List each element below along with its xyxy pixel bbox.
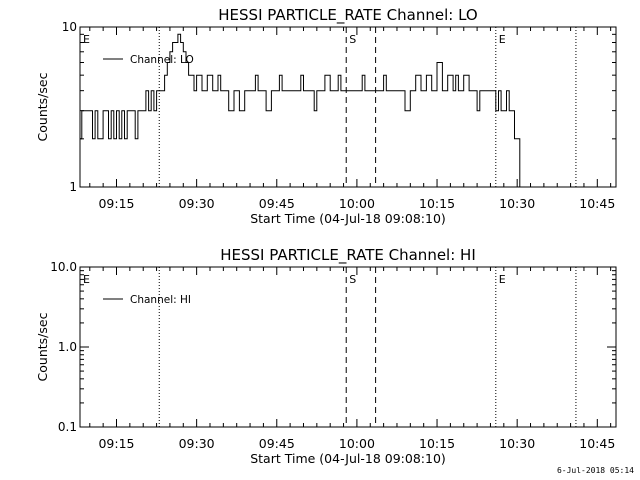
x-tick-label: 10:00 bbox=[339, 436, 375, 451]
y-tick-label: 0.1 bbox=[58, 420, 77, 434]
marker-label: E bbox=[499, 33, 506, 46]
x-tick-label: 10:15 bbox=[419, 196, 455, 211]
chart-title: HESSI PARTICLE_RATE Channel: HI bbox=[220, 246, 476, 265]
x-tick-label: 10:00 bbox=[339, 196, 375, 211]
chart-2: HESSI PARTICLE_RATE Channel: HI 09:15 09:3… bbox=[35, 246, 617, 466]
legend-label: Channel: LO bbox=[130, 54, 194, 66]
marker-label: S bbox=[349, 33, 356, 46]
x-axis-label: Start Time (04-Jul-18 09:08:10) bbox=[250, 451, 446, 466]
x-tick-label: 09:45 bbox=[259, 196, 295, 211]
y-axis-label: Counts/sec bbox=[35, 72, 50, 141]
series-line-1 bbox=[80, 33, 571, 187]
chart-title: HESSI PARTICLE_RATE Channel: LO bbox=[218, 6, 477, 25]
plot-frame bbox=[79, 266, 617, 428]
x-tick-label: 09:30 bbox=[179, 196, 215, 211]
x-tick-label: 10:45 bbox=[579, 196, 615, 211]
x-tick-label: 10:30 bbox=[499, 196, 535, 211]
chart-1: HESSI PARTICLE_RATE Channel: LO 09:15 09:3… bbox=[35, 6, 617, 226]
generated-timestamp: 6-Jul-2018 05:14 bbox=[556, 466, 634, 475]
marker-label: E bbox=[499, 273, 506, 286]
x-tick-label: 10:15 bbox=[419, 436, 455, 451]
x-tick-label: 10:30 bbox=[499, 436, 535, 451]
marker-label: S bbox=[349, 273, 356, 286]
y-tick-label: 10.0 bbox=[50, 260, 77, 274]
y-axis-label: Counts/sec bbox=[35, 312, 50, 381]
x-axis-label: Start Time (04-Jul-18 09:08:10) bbox=[250, 211, 446, 226]
y-tick-label: 1.0 bbox=[58, 340, 77, 354]
plot-frame bbox=[79, 26, 617, 188]
x-tick-label: 09:45 bbox=[259, 436, 295, 451]
y-tick-label: 10 bbox=[62, 20, 77, 34]
x-tick-label: 10:45 bbox=[579, 436, 615, 451]
y-tick-label: 1 bbox=[69, 180, 77, 194]
marker-label: E bbox=[83, 33, 90, 46]
x-tick-label: 09:15 bbox=[98, 196, 134, 211]
x-tick-label: 09:15 bbox=[98, 436, 134, 451]
x-tick-label: 09:30 bbox=[179, 436, 215, 451]
legend-label: Channel: HI bbox=[130, 294, 191, 306]
marker-label: E bbox=[83, 273, 90, 286]
